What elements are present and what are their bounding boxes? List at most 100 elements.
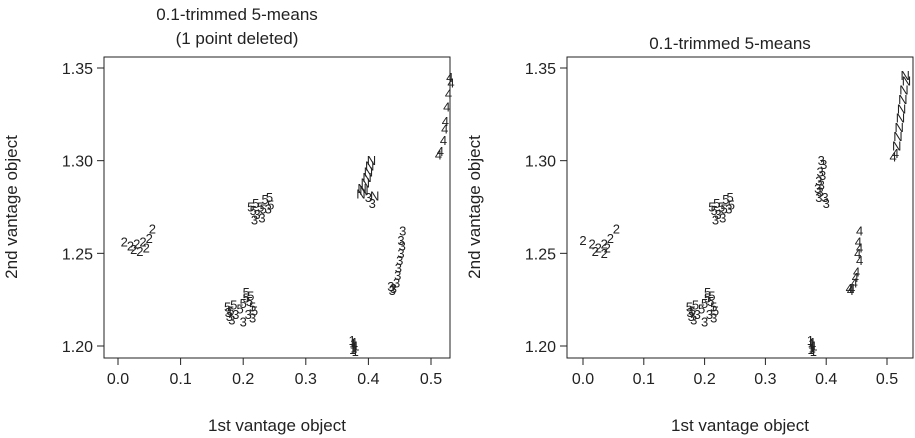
- data-point: 3: [820, 157, 827, 172]
- data-point: N: [898, 92, 907, 107]
- data-point: 2: [601, 237, 608, 252]
- data-point: 5: [704, 285, 711, 300]
- data-point: 4: [892, 146, 899, 161]
- data-point: 3: [725, 201, 732, 216]
- data-point: 3: [816, 185, 823, 200]
- data-point: 5: [224, 300, 231, 315]
- data-point: N: [902, 74, 911, 89]
- data-point: 1: [808, 337, 815, 352]
- data-point: 5: [250, 203, 257, 218]
- data-point: 5: [686, 300, 693, 315]
- data-point: 3: [706, 307, 713, 322]
- data-point: 5: [720, 201, 727, 216]
- data-point: N: [356, 187, 365, 202]
- data-point: 2: [604, 240, 611, 255]
- data-point: 5: [266, 190, 273, 205]
- data-point: 4: [855, 235, 862, 250]
- right-x-tick-label: 0.4: [815, 371, 837, 388]
- data-point: 5: [704, 290, 711, 305]
- data-point: 3: [251, 213, 258, 228]
- left-y-axis-label: 2nd vantage object: [2, 135, 21, 279]
- right-y-tick-label: 1.30: [525, 154, 556, 171]
- data-point: 1: [807, 333, 814, 348]
- data-point: 4: [847, 283, 854, 298]
- data-point: 3: [397, 233, 404, 248]
- data-point: 5: [698, 301, 705, 316]
- data-point: 1: [810, 344, 817, 359]
- right-x-tick-label: 0.3: [754, 371, 776, 388]
- data-point: 3: [818, 177, 825, 192]
- data-point: 5: [711, 203, 718, 218]
- data-point: 5: [261, 192, 268, 207]
- left-x-axis: 0.0 0.1 0.2 0.3 0.4 0.5: [107, 358, 442, 388]
- data-point: 3: [399, 238, 406, 253]
- data-point: 5: [230, 298, 237, 313]
- data-point: 4: [446, 70, 453, 85]
- left-y-tick-label: 1.20: [62, 339, 93, 356]
- data-point: 3: [253, 207, 260, 222]
- data-point: 5: [722, 192, 729, 207]
- data-point: 3: [232, 307, 239, 322]
- data-point: 4: [852, 270, 859, 285]
- data-point: 5: [247, 200, 254, 215]
- left-plot-frame: [103, 56, 451, 359]
- data-point: 2: [127, 238, 134, 253]
- data-point: 3: [393, 276, 400, 291]
- left-x-tick-label: 0.2: [232, 371, 254, 388]
- data-point: 3: [365, 190, 372, 205]
- data-point: 2: [588, 237, 595, 252]
- right-y-tick-label: 1.35: [525, 61, 556, 78]
- data-point: N: [364, 164, 373, 179]
- data-point: 5: [236, 301, 243, 316]
- data-point: 3: [818, 153, 825, 168]
- data-point: N: [361, 175, 370, 190]
- data-point: 5: [689, 303, 696, 318]
- data-point: N: [901, 68, 910, 83]
- left-x-tick-label: 0.1: [169, 371, 191, 388]
- data-point: 2: [607, 231, 614, 246]
- data-point: 1: [352, 344, 359, 359]
- left-y-tick-label: 1.35: [62, 61, 93, 78]
- data-point: 1: [352, 339, 359, 354]
- data-point: N: [367, 153, 376, 168]
- data-point: 2: [146, 231, 153, 246]
- data-point: 2: [139, 235, 146, 250]
- data-point: 3: [228, 313, 235, 328]
- data-point: 1: [348, 333, 355, 348]
- data-point: 3: [701, 314, 708, 329]
- data-point: 3: [815, 174, 822, 189]
- data-point: 3: [265, 201, 272, 216]
- left-y-axis: 1.20 1.25 1.30 1.35: [62, 61, 104, 356]
- data-point: 3: [399, 224, 406, 239]
- data-point: N: [370, 188, 379, 203]
- data-point: 3: [714, 207, 721, 222]
- right-plot-frame: [566, 56, 914, 359]
- data-point: 5: [246, 294, 253, 309]
- data-point: N: [895, 120, 904, 135]
- left-x-tick-label: 0.5: [420, 371, 442, 388]
- data-point: 4: [856, 253, 863, 268]
- data-point: 4: [851, 276, 858, 291]
- data-point: 3: [815, 190, 822, 205]
- data-point: 3: [688, 309, 695, 324]
- right-x-tick-label: 0.2: [693, 371, 715, 388]
- left-subtitle: (1 point deleted): [176, 29, 299, 48]
- left-x-tick-label: 0.3: [295, 371, 317, 388]
- data-point: 2: [595, 240, 602, 255]
- data-point: 5: [267, 198, 274, 213]
- data-point: 5: [713, 196, 720, 211]
- data-point: 4: [441, 122, 448, 137]
- data-point: 5: [692, 298, 699, 313]
- data-point: 5: [247, 289, 254, 304]
- data-point: 5: [726, 190, 733, 205]
- data-point: 3: [821, 190, 828, 205]
- data-point: 2: [136, 244, 143, 259]
- data-point: N: [359, 183, 368, 198]
- data-point: 3: [226, 309, 233, 324]
- data-point: 3: [694, 307, 701, 322]
- data-point: 3: [819, 168, 826, 183]
- data-point: 1: [809, 340, 816, 355]
- right-panel: 0.1-trimmed 5-means 1.20 1.25 1.30 1.35 0.0…: [465, 34, 914, 435]
